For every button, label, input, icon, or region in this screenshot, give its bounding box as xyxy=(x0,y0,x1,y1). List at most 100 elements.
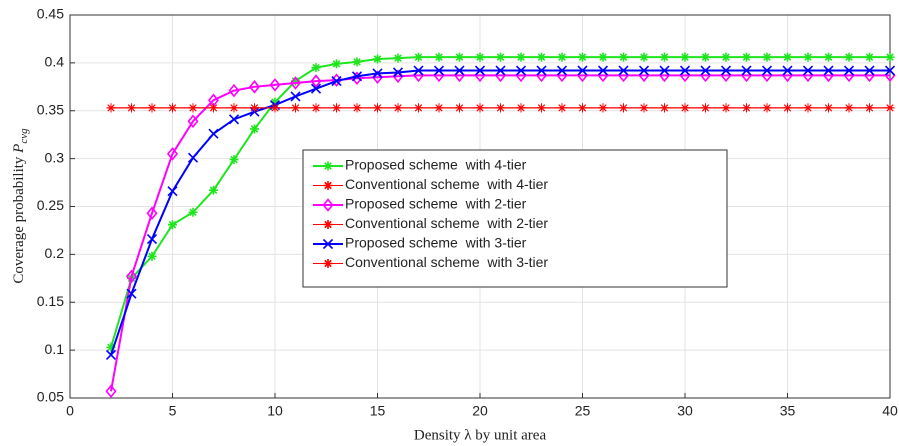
data-point xyxy=(619,52,628,62)
data-point xyxy=(598,52,608,62)
data-point xyxy=(250,124,259,134)
data-point xyxy=(680,103,690,113)
data-point xyxy=(496,52,505,62)
data-point xyxy=(782,65,793,76)
data-point xyxy=(209,103,218,113)
data-point xyxy=(495,65,506,76)
legend-marker xyxy=(323,181,333,190)
data-point xyxy=(701,103,710,113)
data-point xyxy=(332,103,341,113)
x-axis-label: Density λ by unit area xyxy=(414,427,547,443)
data-point xyxy=(106,103,116,113)
data-point xyxy=(680,52,690,62)
data-point xyxy=(373,54,382,64)
data-point xyxy=(414,103,423,113)
legend-label: Conventional scheme with 4-tier xyxy=(345,176,548,192)
data-point xyxy=(392,67,404,78)
data-point xyxy=(127,103,136,113)
data-point xyxy=(270,97,280,107)
data-point xyxy=(187,152,199,163)
x-tick-label: 30 xyxy=(677,403,693,419)
data-point xyxy=(885,52,895,62)
data-point xyxy=(229,103,239,113)
data-point xyxy=(105,384,117,399)
data-point xyxy=(351,71,363,82)
data-point xyxy=(311,103,321,113)
data-point xyxy=(332,59,341,69)
data-point xyxy=(496,103,505,113)
y-label-text: Coverage probability xyxy=(11,156,27,284)
legend-label: Proposed scheme with 4-tier xyxy=(345,157,527,173)
data-point xyxy=(270,103,280,113)
data-point xyxy=(824,103,833,113)
data-point xyxy=(742,103,751,113)
x-tick-label: 40 xyxy=(882,403,898,419)
data-point xyxy=(455,52,464,62)
data-point xyxy=(721,103,731,113)
data-point xyxy=(475,52,485,62)
data-point xyxy=(290,91,301,102)
data-point xyxy=(311,63,321,73)
data-point xyxy=(228,114,240,125)
data-point xyxy=(803,52,813,62)
data-point xyxy=(557,103,567,113)
data-point xyxy=(537,52,546,62)
data-point xyxy=(146,233,158,245)
data-point xyxy=(187,114,199,129)
data-point xyxy=(331,76,342,87)
data-point xyxy=(455,103,464,113)
data-point xyxy=(638,65,650,76)
data-point xyxy=(188,207,198,217)
data-point xyxy=(250,103,259,113)
legend-label: Proposed scheme with 3-tier xyxy=(345,235,527,251)
data-point xyxy=(413,65,424,76)
data-point xyxy=(515,65,527,76)
data-point xyxy=(864,65,875,76)
data-point xyxy=(147,103,157,113)
x-tick-label: 25 xyxy=(575,403,591,419)
data-point xyxy=(536,65,547,76)
data-point xyxy=(537,103,546,113)
y-tick-label: 0.25 xyxy=(37,197,64,213)
legend-label: Conventional scheme with 2-tier xyxy=(345,215,548,231)
y-tick-label: 0.2 xyxy=(45,245,65,261)
data-point xyxy=(885,103,895,113)
y-tick-label: 0.1 xyxy=(45,341,65,357)
data-point xyxy=(168,220,177,230)
data-point xyxy=(618,65,629,76)
data-point xyxy=(289,76,302,90)
data-point xyxy=(803,103,813,113)
y-label-symbol: P xyxy=(11,144,27,154)
data-point xyxy=(125,269,138,284)
data-point xyxy=(352,103,362,113)
data-point xyxy=(659,65,670,76)
data-point xyxy=(577,65,588,76)
data-point xyxy=(660,103,669,113)
x-tick-label: 20 xyxy=(472,403,488,419)
data-point xyxy=(823,65,834,76)
x-tick-label: 35 xyxy=(780,403,796,419)
data-point xyxy=(516,52,526,62)
series-line xyxy=(110,74,890,392)
data-point xyxy=(248,80,261,94)
legend-marker xyxy=(322,198,334,212)
y-axis-label: Coverage probability Pcvg xyxy=(11,128,29,284)
data-point xyxy=(393,103,403,113)
data-point xyxy=(434,52,444,62)
data-point xyxy=(310,83,322,94)
data-point xyxy=(474,65,486,76)
data-point xyxy=(310,74,322,88)
data-point xyxy=(762,52,772,62)
data-point xyxy=(884,65,896,76)
plot-frame xyxy=(69,14,891,399)
legend-marker xyxy=(323,161,333,171)
legend-marker xyxy=(323,259,333,268)
data-point xyxy=(166,147,179,161)
y-label-subscript: cvg xyxy=(18,128,30,144)
data-point xyxy=(372,68,383,79)
y-tick-label: 0.15 xyxy=(37,293,64,309)
data-point xyxy=(761,65,773,76)
data-point xyxy=(843,65,855,76)
data-point xyxy=(578,52,587,62)
